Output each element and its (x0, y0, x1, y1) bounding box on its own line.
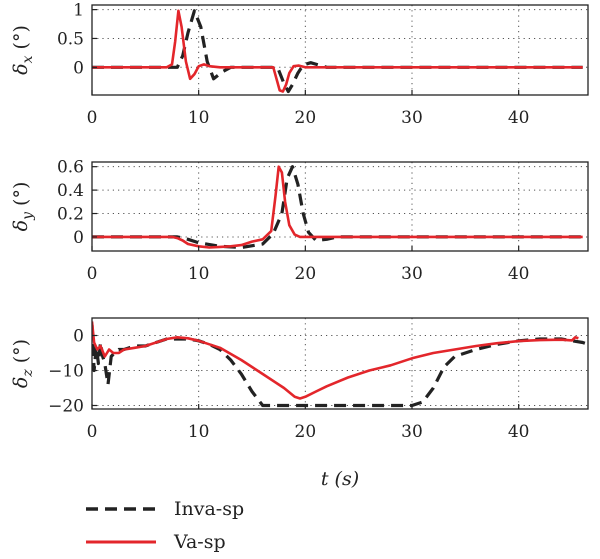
y-tick-label: 0.4 (57, 181, 84, 201)
x-tick-label: 30 (401, 422, 423, 442)
x-tick-label: 0 (87, 264, 98, 284)
x-tick-label: 0 (87, 422, 98, 442)
series-line-va-sp (92, 9, 583, 93)
x-tick-label: 40 (508, 422, 530, 442)
legend: Inva-sp Va-sp (86, 498, 244, 553)
x-tick-label: 30 (401, 264, 423, 284)
x-tick-label: 20 (295, 108, 317, 128)
series-line-inva-sp (92, 324, 588, 408)
y-axis-title: δy (°) (10, 182, 36, 232)
x-tick-label: 40 (508, 108, 530, 128)
y-tick-label: 0 (73, 327, 84, 347)
x-tick-label: 20 (295, 422, 317, 442)
series-line-va-sp (92, 165, 583, 249)
y-tick-label: 1 (73, 1, 84, 21)
delta-y-panel: 0 10 20 30 40 0 0.2 0.4 0.6 δy (°) (10, 158, 589, 284)
series-line-inva-sp (92, 9, 583, 94)
x-tick-label: 10 (188, 422, 210, 442)
series-line-va-sp (92, 321, 579, 400)
delta-x-panel: 0 10 20 30 40 0 0.5 1 δx (°) (10, 1, 589, 128)
x-axis-title: t (s) (321, 468, 359, 490)
x-tick-label: 10 (188, 264, 210, 284)
series-line-inva-sp (92, 165, 583, 250)
plot-frame (91, 4, 589, 96)
x-tick-label: 0 (87, 108, 98, 128)
y-tick-label: 0.2 (57, 205, 84, 225)
x-tick-label: 20 (295, 264, 317, 284)
y-axis-title: δz (°) (10, 339, 36, 388)
y-axis-title: δx (°) (10, 25, 36, 75)
x-tick-label: 10 (188, 108, 210, 128)
legend-label-inva-sp: Inva-sp (174, 498, 244, 520)
y-tick-label: −20 (48, 397, 84, 417)
plot-frame (91, 317, 589, 410)
y-tick-label: 0 (73, 58, 84, 78)
plot-frame (91, 161, 589, 252)
delta-z-panel: 0 10 20 30 40 0 −10 −20 δz (°) (10, 317, 589, 442)
y-tick-label: 0 (73, 228, 84, 248)
legend-label-va-sp: Va-sp (173, 531, 226, 553)
x-tick-label: 40 (508, 264, 530, 284)
y-tick-label: 0.6 (57, 158, 84, 178)
y-tick-label: 0.5 (57, 29, 84, 49)
x-tick-label: 30 (401, 108, 423, 128)
y-tick-label: −10 (48, 362, 84, 382)
